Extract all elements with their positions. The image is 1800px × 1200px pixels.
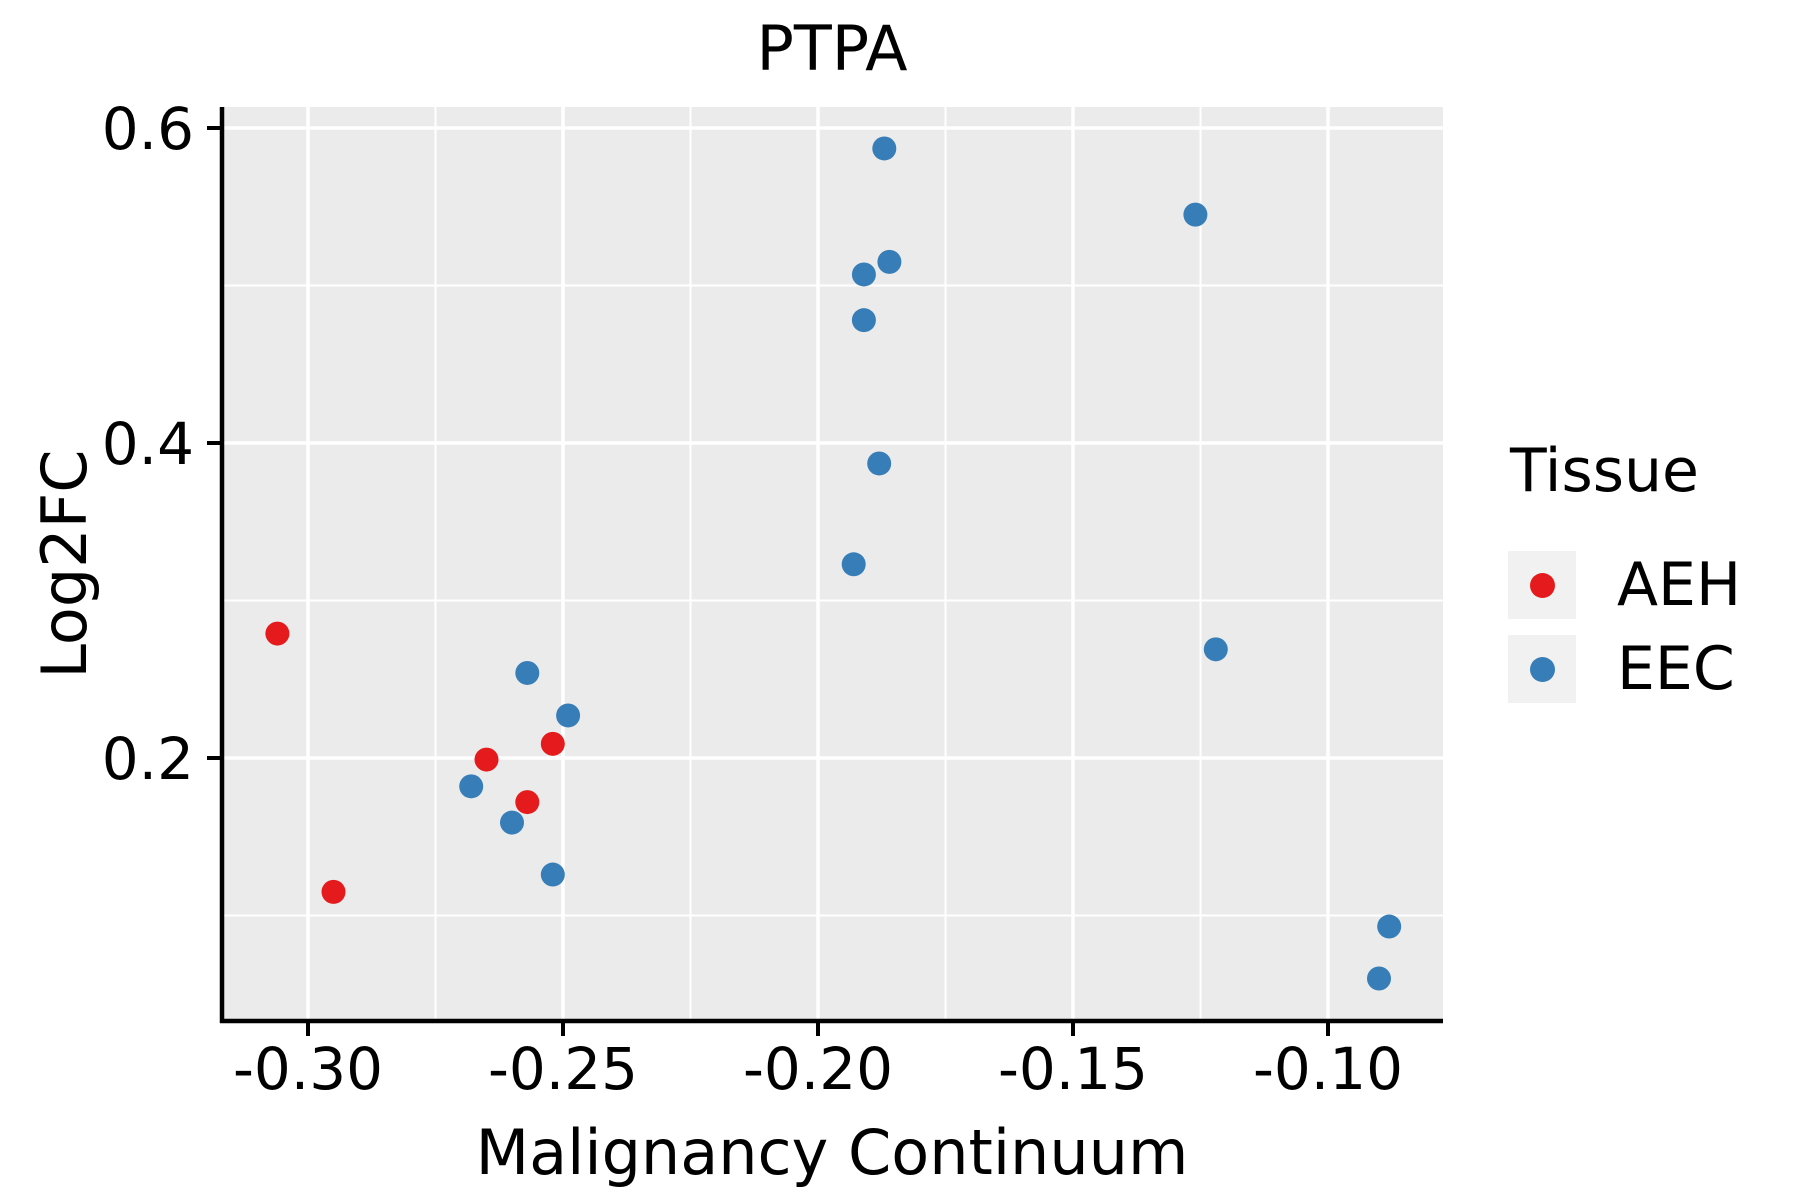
- data-point-eec: [841, 552, 866, 577]
- data-point-eec: [1203, 637, 1228, 662]
- x-tick-label: -0.10: [1253, 1035, 1403, 1103]
- x-tick-label: -0.15: [998, 1035, 1148, 1103]
- legend-key: [1508, 551, 1576, 619]
- x-tick-label: -0.30: [233, 1035, 383, 1103]
- minor-gridlines: [222, 107, 1443, 1021]
- legend-item-eec: EEC: [1508, 634, 1741, 704]
- data-point-eec: [556, 703, 581, 728]
- data-point-aeh: [321, 879, 346, 904]
- legend-key: [1508, 635, 1576, 703]
- y-axis-title: Log2FC: [28, 449, 101, 678]
- data-point-eec: [851, 262, 876, 287]
- legend-dot-aeh: [1529, 572, 1555, 598]
- legend-dot-eec: [1529, 656, 1555, 682]
- data-point-eec: [540, 862, 565, 887]
- chart-title: PTPA: [756, 12, 907, 85]
- y-tick-label: 0.6: [102, 95, 194, 163]
- data-point-aeh: [265, 621, 290, 646]
- data-point-eec: [500, 810, 525, 835]
- data-point-eec: [872, 136, 897, 161]
- axis-lines: [219, 107, 1443, 1024]
- data-point-eec: [1377, 914, 1402, 939]
- data-point-eec: [851, 308, 876, 333]
- data-point-eec: [459, 774, 484, 799]
- data-point-eec: [877, 249, 902, 274]
- plot-panel: [222, 107, 1443, 1021]
- legend-items: AEH EEC: [1508, 550, 1741, 704]
- legend-label: EEC: [1617, 634, 1735, 704]
- data-point-aeh: [474, 747, 499, 772]
- legend-item-aeh: AEH: [1508, 550, 1741, 620]
- legend-title: Tissue: [1510, 436, 1699, 506]
- data-points: [265, 136, 1402, 991]
- data-point-aeh: [515, 790, 540, 815]
- x-tick-label: -0.20: [743, 1035, 893, 1103]
- data-point-eec: [1183, 202, 1208, 227]
- y-tick-label: 0.4: [102, 410, 194, 478]
- x-axis-title: Malignancy Continuum: [476, 1116, 1189, 1189]
- tick-labels: -0.30 -0.25 -0.20 -0.15 -0.10 0.6 0.4 0.2: [102, 95, 1403, 1103]
- x-tick-label: -0.25: [488, 1035, 638, 1103]
- axis-ticks: [207, 125, 1331, 1036]
- data-point-eec: [1367, 966, 1392, 991]
- data-point-aeh: [540, 731, 565, 756]
- data-point-eec: [867, 451, 892, 476]
- legend-label: AEH: [1617, 550, 1742, 620]
- y-tick-label: 0.2: [102, 725, 194, 793]
- major-gridlines: [222, 107, 1443, 1021]
- data-point-eec: [515, 660, 540, 685]
- legend: Tissue AEH EEC: [1508, 436, 1741, 718]
